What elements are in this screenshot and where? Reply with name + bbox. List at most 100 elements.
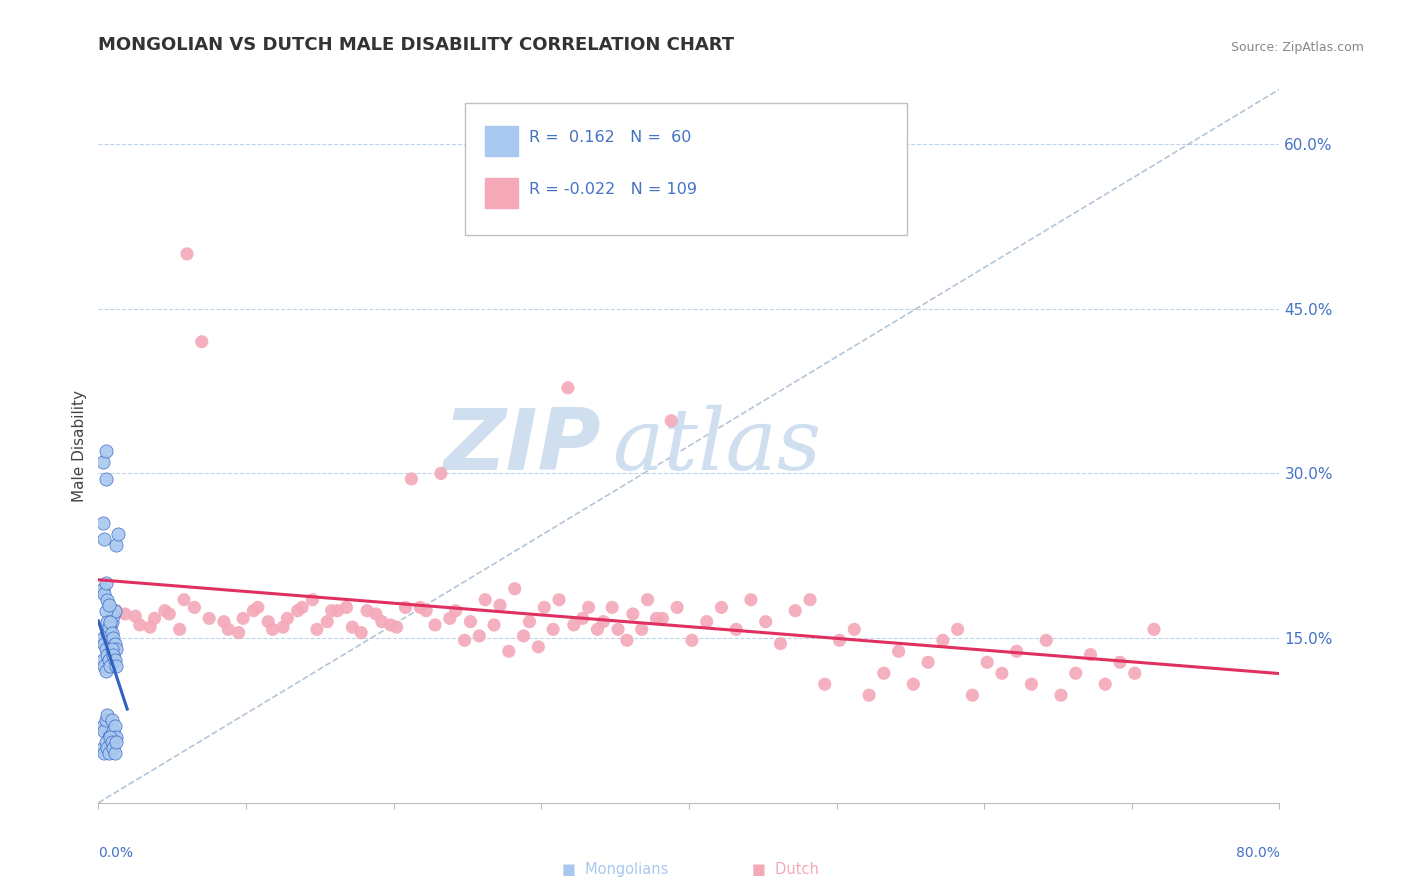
Point <box>1080 648 1102 662</box>
Point <box>696 615 718 629</box>
Point <box>1109 655 1132 669</box>
Point <box>607 623 630 637</box>
Text: MONGOLIAN VS DUTCH MALE DISABILITY CORRELATION CHART: MONGOLIAN VS DUTCH MALE DISABILITY CORRE… <box>98 36 734 54</box>
Point <box>232 611 254 625</box>
Point <box>103 609 125 624</box>
Point <box>97 730 120 744</box>
Point <box>621 607 644 621</box>
Point <box>1021 677 1043 691</box>
Point <box>242 604 264 618</box>
Point <box>769 637 792 651</box>
Point <box>385 620 408 634</box>
Point <box>1005 644 1028 658</box>
Point <box>460 615 482 629</box>
Point <box>371 615 394 629</box>
Point <box>976 655 998 669</box>
Point <box>143 611 166 625</box>
Point <box>503 582 526 596</box>
Point <box>616 633 638 648</box>
Point <box>114 607 136 621</box>
Point <box>93 637 115 651</box>
Point <box>1143 623 1166 637</box>
FancyBboxPatch shape <box>464 103 907 235</box>
Point <box>586 623 609 637</box>
Point <box>356 604 378 618</box>
Point <box>97 598 120 612</box>
Point <box>91 455 114 469</box>
Point <box>401 472 423 486</box>
Point <box>173 592 195 607</box>
Point <box>157 607 180 621</box>
Point <box>91 719 114 733</box>
Point <box>276 611 298 625</box>
Y-axis label: Male Disability: Male Disability <box>72 390 87 502</box>
Text: R =  0.162   N =  60: R = 0.162 N = 60 <box>530 130 692 145</box>
Point <box>104 604 127 618</box>
Point <box>342 620 364 634</box>
Point <box>271 620 294 634</box>
Point <box>991 666 1014 681</box>
Point <box>98 735 121 749</box>
Point <box>91 740 114 755</box>
Point <box>91 516 114 530</box>
Point <box>104 747 127 761</box>
Point <box>541 623 564 637</box>
Point <box>316 615 339 629</box>
Point <box>380 618 402 632</box>
Point <box>350 625 373 640</box>
Point <box>124 609 146 624</box>
Bar <box>485 127 517 156</box>
Point <box>105 642 128 657</box>
Point <box>326 604 349 618</box>
Point <box>94 735 117 749</box>
Point <box>94 664 117 678</box>
Point <box>94 714 117 728</box>
Point <box>104 719 127 733</box>
Point <box>321 604 343 618</box>
Point <box>962 688 984 702</box>
Point <box>533 600 555 615</box>
Point <box>873 666 896 681</box>
Point <box>489 598 512 612</box>
Point <box>94 444 117 458</box>
Point <box>105 658 128 673</box>
Text: ZIP: ZIP <box>443 404 600 488</box>
Point <box>844 623 866 637</box>
Point <box>94 604 117 618</box>
Text: 0.0%: 0.0% <box>98 846 134 860</box>
Point <box>468 629 491 643</box>
Point <box>474 592 496 607</box>
Point <box>415 604 437 618</box>
Point <box>630 623 652 637</box>
Point <box>571 611 593 625</box>
Point <box>105 735 128 749</box>
Point <box>128 618 150 632</box>
Point <box>94 642 117 657</box>
Point <box>645 611 668 625</box>
Point <box>1050 688 1073 702</box>
Point <box>97 653 120 667</box>
Point <box>176 247 198 261</box>
Point <box>562 618 585 632</box>
Point <box>107 526 129 541</box>
Point <box>364 607 387 621</box>
Point <box>191 334 214 349</box>
Point <box>96 648 118 662</box>
Point <box>651 611 673 625</box>
Point <box>519 615 541 629</box>
Point <box>409 600 432 615</box>
Point <box>1064 666 1087 681</box>
Point <box>637 592 659 607</box>
Point <box>96 615 118 629</box>
Point <box>423 618 446 632</box>
Point <box>103 724 125 739</box>
Point <box>98 615 121 629</box>
Point <box>430 467 453 481</box>
Text: atlas: atlas <box>612 405 821 487</box>
Point <box>453 633 475 648</box>
Point <box>527 640 550 654</box>
Point <box>96 708 118 723</box>
Point <box>97 747 120 761</box>
Point <box>755 615 778 629</box>
Point <box>246 600 269 615</box>
